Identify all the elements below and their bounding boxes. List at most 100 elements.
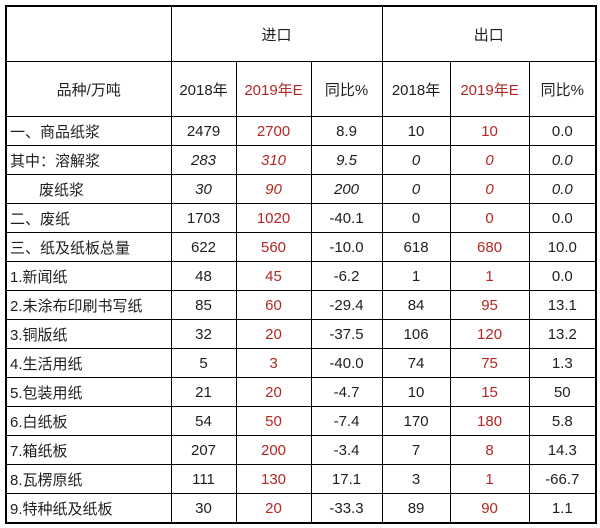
table-row: 6.白纸板 54 50 -7.4 170 180 5.8 (5, 406, 597, 436)
table-row: 废纸浆 30 90 200 0 0 0.0 (5, 174, 597, 204)
value-cell: 32 (170, 319, 237, 349)
value-cell: 0.0 (528, 145, 597, 175)
value-cell: -4.7 (310, 377, 383, 407)
estimate-value-cell: 50 (235, 406, 312, 436)
estimate-value-cell: 0 (449, 174, 530, 204)
value-cell: 3 (381, 464, 451, 494)
value-cell: 30 (170, 493, 237, 524)
row-label: 6.白纸板 (5, 406, 172, 436)
value-cell: 50 (528, 377, 597, 407)
estimate-value-cell: 180 (449, 406, 530, 436)
value-cell: -66.7 (528, 464, 597, 494)
estimate-value-cell: 20 (235, 377, 312, 407)
value-cell: -6.2 (310, 261, 383, 291)
estimate-value-cell: 680 (449, 232, 530, 262)
value-cell: 9.5 (310, 145, 383, 175)
value-cell: 0.0 (528, 174, 597, 204)
value-cell: -3.4 (310, 435, 383, 465)
value-cell: 14.3 (528, 435, 597, 465)
table-row: 二、废纸 1703 1020 -40.1 0 0 0.0 (5, 203, 597, 233)
estimate-value-cell: 120 (449, 319, 530, 349)
value-cell: -29.4 (310, 290, 383, 320)
value-cell: 54 (170, 406, 237, 436)
estimate-value-cell: 130 (235, 464, 312, 494)
group-header-row: 进口 出口 (5, 5, 597, 62)
table-row: 4.生活用纸 5 3 -40.0 74 75 1.3 (5, 348, 597, 378)
row-label: 9.特种纸及纸板 (5, 493, 172, 524)
estimate-value-cell: 1 (449, 464, 530, 494)
row-label: 其中：溶解浆 (5, 145, 172, 175)
row-label: 3.铜版纸 (5, 319, 172, 349)
estimate-value-cell: 200 (235, 435, 312, 465)
value-cell: 1.1 (528, 493, 597, 524)
value-cell: 1 (381, 261, 451, 291)
table-row: 9.特种纸及纸板 30 20 -33.3 89 90 1.1 (5, 493, 597, 524)
value-cell: 0.0 (528, 261, 597, 291)
table-row: 2.未涂布印刷书写纸 85 60 -29.4 84 95 13.1 (5, 290, 597, 320)
estimate-value-cell: 2700 (235, 116, 312, 146)
group-header-import: 进口 (170, 5, 383, 62)
corner-cell (5, 5, 172, 62)
value-cell: 0 (381, 203, 451, 233)
col-header-export-yoy: 同比% (528, 61, 597, 117)
value-cell: 7 (381, 435, 451, 465)
row-label: 废纸浆 (5, 174, 172, 204)
value-cell: 48 (170, 261, 237, 291)
value-cell: 10.0 (528, 232, 597, 262)
col-header-export-2018: 2018年 (381, 61, 451, 117)
value-cell: 106 (381, 319, 451, 349)
table-row: 3.铜版纸 32 20 -37.5 106 120 13.2 (5, 319, 597, 349)
value-cell: 200 (310, 174, 383, 204)
table-container: 进口 出口 品种/万吨 2018年 2019年E 同比% 2018年 2019年… (5, 5, 598, 524)
value-cell: 0.0 (528, 116, 597, 146)
estimate-value-cell: 15 (449, 377, 530, 407)
value-cell: 5 (170, 348, 237, 378)
value-cell: -40.1 (310, 203, 383, 233)
value-cell: 283 (170, 145, 237, 175)
value-cell: 170 (381, 406, 451, 436)
estimate-value-cell: 75 (449, 348, 530, 378)
estimate-value-cell: 0 (449, 145, 530, 175)
estimate-value-cell: 1020 (235, 203, 312, 233)
value-cell: 74 (381, 348, 451, 378)
import-export-table: 进口 出口 品种/万吨 2018年 2019年E 同比% 2018年 2019年… (5, 5, 598, 524)
value-cell: 84 (381, 290, 451, 320)
row-label: 4.生活用纸 (5, 348, 172, 378)
value-cell: 89 (381, 493, 451, 524)
table-row: 5.包装用纸 21 20 -4.7 10 15 50 (5, 377, 597, 407)
estimate-value-cell: 45 (235, 261, 312, 291)
row-label: 一、商品纸浆 (5, 116, 172, 146)
table-row: 7.箱纸板 207 200 -3.4 7 8 14.3 (5, 435, 597, 465)
value-cell: -37.5 (310, 319, 383, 349)
row-label: 二、废纸 (5, 203, 172, 233)
value-cell: 0 (381, 174, 451, 204)
col-header-import-2018: 2018年 (170, 61, 237, 117)
value-cell: 30 (170, 174, 237, 204)
value-cell: 21 (170, 377, 237, 407)
estimate-value-cell: 560 (235, 232, 312, 262)
value-cell: -33.3 (310, 493, 383, 524)
value-cell: 2479 (170, 116, 237, 146)
group-header-export: 出口 (381, 5, 597, 62)
value-cell: 0 (381, 145, 451, 175)
row-label: 5.包装用纸 (5, 377, 172, 407)
col-header-import-2019e: 2019年E (235, 61, 312, 117)
estimate-value-cell: 8 (449, 435, 530, 465)
row-label: 8.瓦楞原纸 (5, 464, 172, 494)
value-cell: -10.0 (310, 232, 383, 262)
row-label: 三、纸及纸板总量 (5, 232, 172, 262)
col-header-export-2019e: 2019年E (449, 61, 530, 117)
value-cell: 10 (381, 377, 451, 407)
estimate-value-cell: 310 (235, 145, 312, 175)
value-cell: 1703 (170, 203, 237, 233)
estimate-value-cell: 90 (235, 174, 312, 204)
estimate-value-cell: 20 (235, 319, 312, 349)
value-cell: 13.2 (528, 319, 597, 349)
value-cell: 207 (170, 435, 237, 465)
table-body: 一、商品纸浆 2479 2700 8.9 10 10 0.0 其中：溶解浆 283 310 9.5 0… (5, 116, 597, 524)
estimate-value-cell: 3 (235, 348, 312, 378)
estimate-value-cell: 20 (235, 493, 312, 524)
estimate-value-cell: 1 (449, 261, 530, 291)
value-cell: 0.0 (528, 203, 597, 233)
row-label: 7.箱纸板 (5, 435, 172, 465)
